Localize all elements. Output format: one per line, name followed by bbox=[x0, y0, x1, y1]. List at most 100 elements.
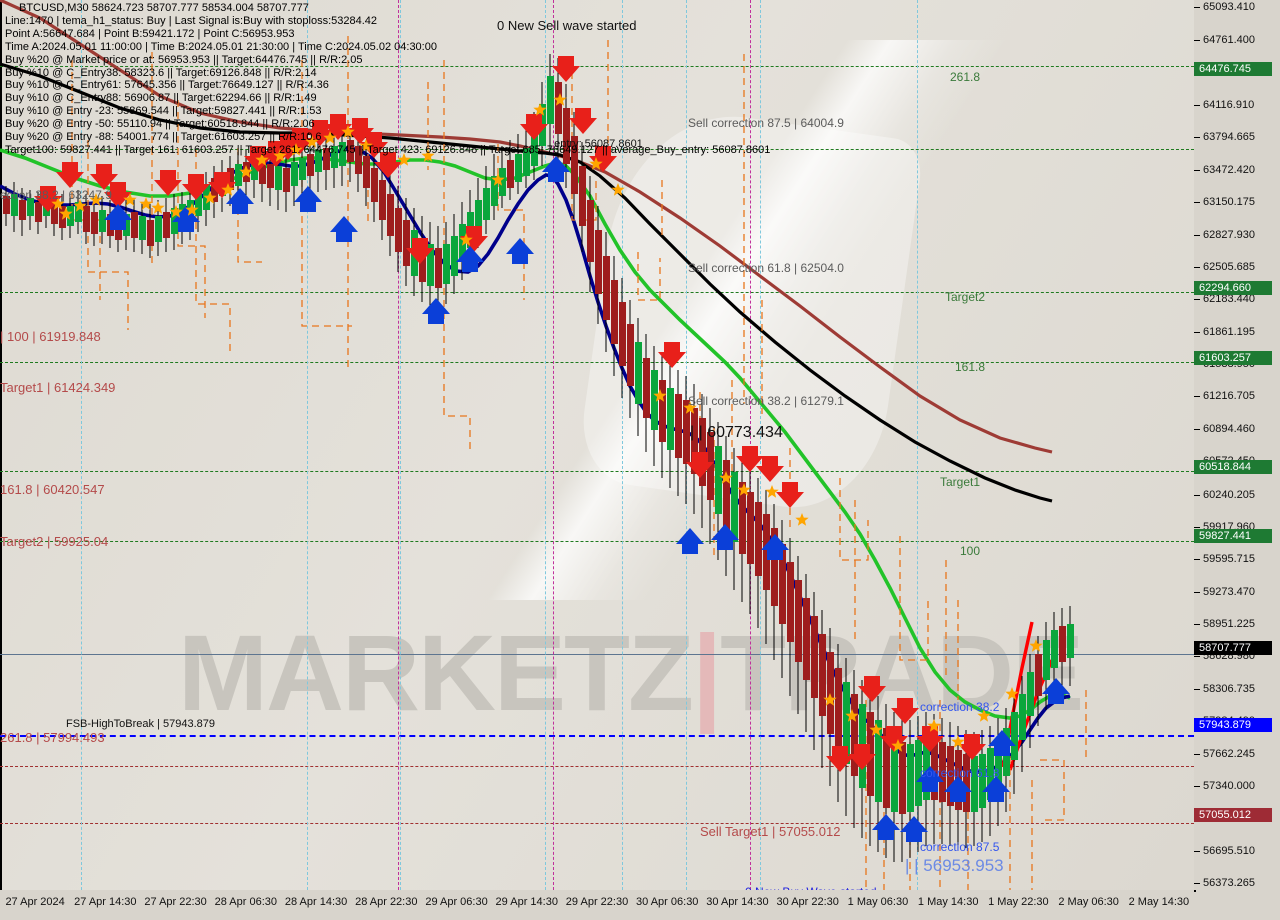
price-tick-label: 62183.440 bbox=[1203, 293, 1255, 306]
annotation-buy-correction-618: correction 61.8 bbox=[920, 766, 1000, 780]
watermark-bar: | bbox=[691, 612, 722, 733]
hdr-line-0: BTCUSD,M30 58624.723 58707.777 58534.004… bbox=[19, 2, 309, 14]
annotation-right-1618: 161.8 bbox=[955, 360, 986, 374]
time-axis[interactable]: 27 Apr 2024 27 Apr 14:30 27 Apr 22:30 28 Ap… bbox=[0, 890, 1194, 920]
hdr-line-9: Buy %20 @ Entry -50: 55110.94 || Target:… bbox=[5, 118, 315, 131]
price-tag-green[interactable]: 59827.441 bbox=[1194, 529, 1272, 543]
annotation-right-target1: Target1 bbox=[940, 475, 981, 489]
price-tick bbox=[1194, 234, 1200, 236]
price-tick-label: 58306.735 bbox=[1203, 682, 1255, 695]
time-tick-label: 30 Apr 14:30 bbox=[706, 896, 769, 908]
time-tick-label: 28 Apr 14:30 bbox=[284, 896, 348, 908]
price-tick bbox=[1194, 266, 1200, 268]
fsb-high-to-break-line bbox=[0, 735, 1194, 737]
annotation-sell-correction-875: Sell correction 87.5 | 64004.9 bbox=[688, 116, 844, 130]
time-tick-label: 1 May 22:30 bbox=[988, 896, 1049, 908]
hdr-line-7: Buy %10 @ C_Entry88: 56906.87 || Target:… bbox=[5, 92, 317, 105]
price-tick bbox=[1194, 850, 1200, 852]
hdr-line-1: Line:1470 | tema_h1_status: Buy | Last S… bbox=[5, 14, 378, 27]
time-tick-label: 2 May 06:30 bbox=[1058, 896, 1119, 908]
time-tick-label: 1 May 06:30 bbox=[847, 896, 909, 908]
time-tick-label: 27 Apr 22:30 bbox=[144, 896, 207, 908]
annotation-left-1618: 161.8 | 60420.547 bbox=[0, 482, 105, 497]
chart-series-overlay bbox=[0, 0, 1087, 890]
price-tick bbox=[1194, 299, 1200, 301]
hdr-line-8: Buy %10 @ Entry -23: 55869.544 || Target… bbox=[5, 105, 322, 118]
session-line-1 bbox=[81, 0, 82, 890]
annotation-sell-target1: Sell Target1 | 57055.012 bbox=[700, 824, 841, 839]
annotation-left-target1: Target1 | 61424.349 bbox=[0, 380, 116, 395]
price-tick bbox=[1194, 494, 1200, 496]
price-tick bbox=[1194, 428, 1200, 430]
annotation-left-100: | 100 | 61919.848 bbox=[0, 329, 101, 344]
annotation-sell-correction-382: Sell correction 38.2 | 61279.1 bbox=[688, 394, 844, 408]
price-axis[interactable]: 65093.41064761.40064439.15564116.9106379… bbox=[1194, 0, 1280, 890]
annotation-new-buy-wave: 0 New Buy Wave started bbox=[745, 885, 877, 892]
price-tick-label: 65093.410 bbox=[1203, 1, 1255, 13]
price-tag-dred[interactable]: 57055.012 bbox=[1194, 807, 1272, 822]
price-tick bbox=[1194, 169, 1200, 171]
hdr-line-5: Buy %10 @ C_Entry38: 58323.6 || Target:6… bbox=[5, 66, 317, 79]
price-tick-label: 62505.685 bbox=[1203, 260, 1255, 273]
price-tick bbox=[1194, 40, 1200, 42]
time-tick-label: 29 Apr 22:30 bbox=[565, 896, 629, 908]
wave-start-line-sell bbox=[553, 0, 554, 890]
price-tick bbox=[1194, 559, 1200, 561]
hdr-line-10: Buy %20 @ Entry -88: 54001.774 || Target… bbox=[5, 131, 322, 144]
wave-start-line-buy bbox=[750, 0, 751, 890]
time-tick-label: 2 May 14:30 bbox=[1128, 896, 1190, 908]
price-tick bbox=[1194, 624, 1200, 626]
hdr-line-2: Point A:56647.684 | Point B:59421.172 | … bbox=[5, 27, 295, 40]
price-tick bbox=[1194, 396, 1200, 398]
time-tick-label: 27 Apr 2024 bbox=[5, 896, 65, 908]
session-line-7 bbox=[760, 0, 761, 890]
price-tick bbox=[1194, 688, 1200, 690]
annotation-buy-correction-382: correction 38.2 bbox=[920, 700, 1000, 714]
price-tick bbox=[1194, 656, 1200, 658]
price-tick-label: 57662.245 bbox=[1203, 747, 1255, 760]
price-tick bbox=[1194, 526, 1200, 528]
annotation-right-100: 100 bbox=[960, 544, 981, 558]
price-tick bbox=[1194, 883, 1200, 884]
price-tag-green[interactable]: 64476.745 bbox=[1194, 61, 1272, 76]
price-tick bbox=[1194, 753, 1200, 755]
chart-info-header: BTCUSD,M30 58624.723 58707.777 58534.004… bbox=[5, 2, 770, 157]
buy-arrow-group bbox=[104, 156, 1070, 842]
price-tick-label: 61216.705 bbox=[1203, 390, 1255, 403]
time-tick-label: 1 May 14:30 bbox=[917, 896, 979, 908]
session-line-3 bbox=[400, 0, 401, 890]
time-tick-label: 28 Apr 22:30 bbox=[355, 896, 418, 908]
level-line-1618-green bbox=[0, 362, 1194, 363]
time-tick-label: 30 Apr 22:30 bbox=[776, 896, 839, 908]
price-tag-black[interactable]: 58707.777 bbox=[1194, 641, 1272, 656]
price-tag-blue[interactable]: 57943.879 bbox=[1194, 718, 1272, 733]
price-tick-label: 61861.195 bbox=[1203, 325, 1255, 338]
price-tick bbox=[1194, 202, 1200, 204]
price-tick-label: 63472.420 bbox=[1203, 163, 1255, 176]
price-tick-label: 63150.175 bbox=[1203, 196, 1255, 209]
level-line-2618-green bbox=[0, 66, 1194, 67]
price-tag-green[interactable]: 61603.257 bbox=[1194, 350, 1272, 365]
price-tag-green[interactable]: 62294.660 bbox=[1194, 281, 1272, 296]
chart-plot-area[interactable]: MARKETZ|TRADE bbox=[0, 0, 1196, 892]
price-tick bbox=[1194, 591, 1200, 593]
sell-arrow-group bbox=[34, 56, 986, 772]
annotation-sell-correction-618: Sell correction 61.8 | 62504.0 bbox=[688, 261, 844, 275]
current-price-line bbox=[0, 654, 1194, 655]
price-tag-green[interactable]: 60518.844 bbox=[1194, 459, 1272, 474]
hdr-line-3: Time A:2024.05.01 11:00:00 | Time B:2024… bbox=[5, 40, 437, 53]
sell-target1-line bbox=[0, 823, 1194, 824]
hdr-line-11: Target100: 59827.441 || Target 161: 6160… bbox=[5, 143, 771, 156]
hdr-line-6: Buy %10 @ C_Entry61: 57645.356 || Target… bbox=[5, 79, 329, 92]
price-tick-label: 56695.510 bbox=[1203, 844, 1255, 857]
price-tick bbox=[1194, 105, 1200, 107]
price-tick bbox=[1194, 331, 1200, 333]
price-tick bbox=[1194, 7, 1200, 8]
star-marker-group bbox=[51, 93, 1043, 752]
price-tick-label: 57340.000 bbox=[1203, 779, 1255, 792]
annotation-right-target2: Target2 bbox=[945, 290, 986, 304]
annotation-left-2618: 261.8 | 57994.493 bbox=[0, 730, 105, 745]
price-tick-label: 58951.225 bbox=[1203, 618, 1255, 631]
annotation-mid-price: | | 60773.434 bbox=[690, 424, 783, 441]
annotation-correction-382-left: ection 38.2 | 63247.9 bbox=[0, 188, 112, 202]
